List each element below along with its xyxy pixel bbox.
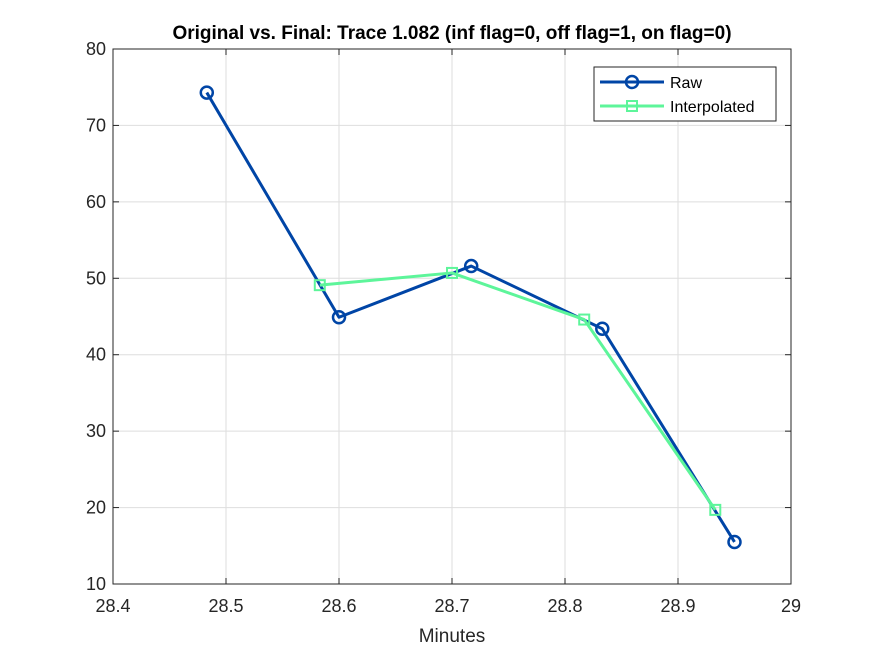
- point-interpolated-3: [709, 503, 722, 516]
- point-interpolated-2: [578, 313, 591, 326]
- x-tick-label-5: 28.9: [660, 596, 695, 616]
- legend-entry-interpolated: Interpolated: [600, 99, 755, 116]
- x-tick-label-3: 28.7: [434, 596, 469, 616]
- x-tick-label-1: 28.5: [208, 596, 243, 616]
- legend-entry-raw: Raw: [600, 74, 702, 92]
- y-tick-label-7: 80: [86, 39, 106, 59]
- legend-box: [593, 66, 777, 122]
- y-tick-label-5: 60: [86, 192, 106, 212]
- y-tick-label-1: 20: [86, 498, 106, 518]
- point-raw-0: [199, 85, 215, 100]
- legend-marker-interpolated: [626, 100, 638, 112]
- y-tick-label-4: 50: [86, 268, 106, 288]
- plot-series: [199, 85, 742, 550]
- legend: Raw Interpolated: [593, 66, 777, 122]
- legend-label-interpolated: Interpolated: [670, 99, 755, 116]
- series-line-raw: [205, 91, 736, 543]
- point-raw-3: [595, 321, 610, 336]
- point-interpolated-1: [446, 266, 458, 279]
- tick-labels: 28.4 28.5 28.6 28.7 28.8 28.9 29 10 20 30 40 50 60 70…: [86, 39, 801, 616]
- y-tick-label-3: 40: [86, 345, 106, 365]
- x-tick-label-6: 29: [781, 596, 801, 616]
- y-tick-label-6: 70: [86, 115, 106, 135]
- series-line-interpolated: [319, 271, 717, 511]
- x-tick-label-2: 28.6: [321, 596, 356, 616]
- x-tick-label-4: 28.8: [547, 596, 582, 616]
- legend-label-raw: Raw: [670, 75, 702, 92]
- point-raw-2: [463, 258, 479, 274]
- point-raw-4: [727, 534, 742, 550]
- point-raw-1: [331, 310, 347, 325]
- y-tick-label-2: 30: [86, 421, 106, 441]
- y-tick-label-0: 10: [86, 574, 106, 594]
- x-axis-label: Minutes: [419, 626, 486, 647]
- legend-marker-raw: [624, 74, 640, 90]
- x-tick-label-0: 28.4: [95, 596, 130, 616]
- series-raw: [199, 85, 742, 550]
- point-interpolated-0: [313, 279, 326, 292]
- axes: [112, 48, 792, 585]
- chart-title: Original vs. Final: Trace 1.082 (inf fla…: [172, 23, 731, 44]
- series-interpolated: [313, 266, 722, 516]
